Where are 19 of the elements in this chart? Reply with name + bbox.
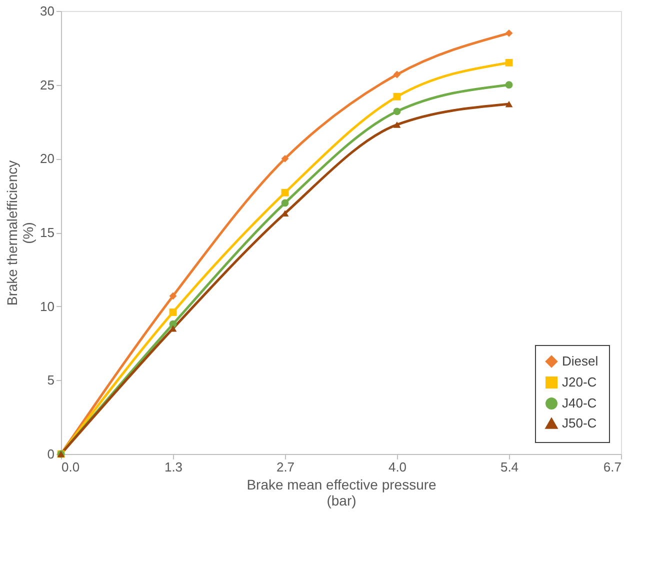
y-axis-title: Brake thermalefficiency (%)	[4, 160, 36, 306]
x-tick-label: 0.0	[62, 460, 80, 474]
legend-label: J50-C	[562, 416, 597, 430]
x-tick-label: 5.4	[500, 460, 519, 474]
x-axis-title: Brake mean effective pressure (bar)	[246, 476, 437, 508]
x-tick-label: 6.7	[603, 460, 622, 474]
legend-label: Diesel	[562, 354, 598, 368]
legend-label: J20-C	[562, 374, 597, 390]
y-tick-label: 10	[40, 298, 54, 314]
x-tick-label: 4.0	[388, 460, 407, 474]
y-tick-label: 30	[40, 4, 54, 18]
x-tick-label: 1.3	[164, 460, 183, 474]
x-tick-label: 2.7	[276, 460, 295, 474]
y-tick-label: 15	[40, 225, 54, 240]
y-tick-label: 25	[40, 77, 54, 92]
y-tick-label: 20	[40, 151, 54, 166]
y-tick-label: 5	[47, 372, 54, 388]
y-tick-label: 0	[47, 446, 54, 462]
legend-label: J40-C	[562, 396, 597, 410]
